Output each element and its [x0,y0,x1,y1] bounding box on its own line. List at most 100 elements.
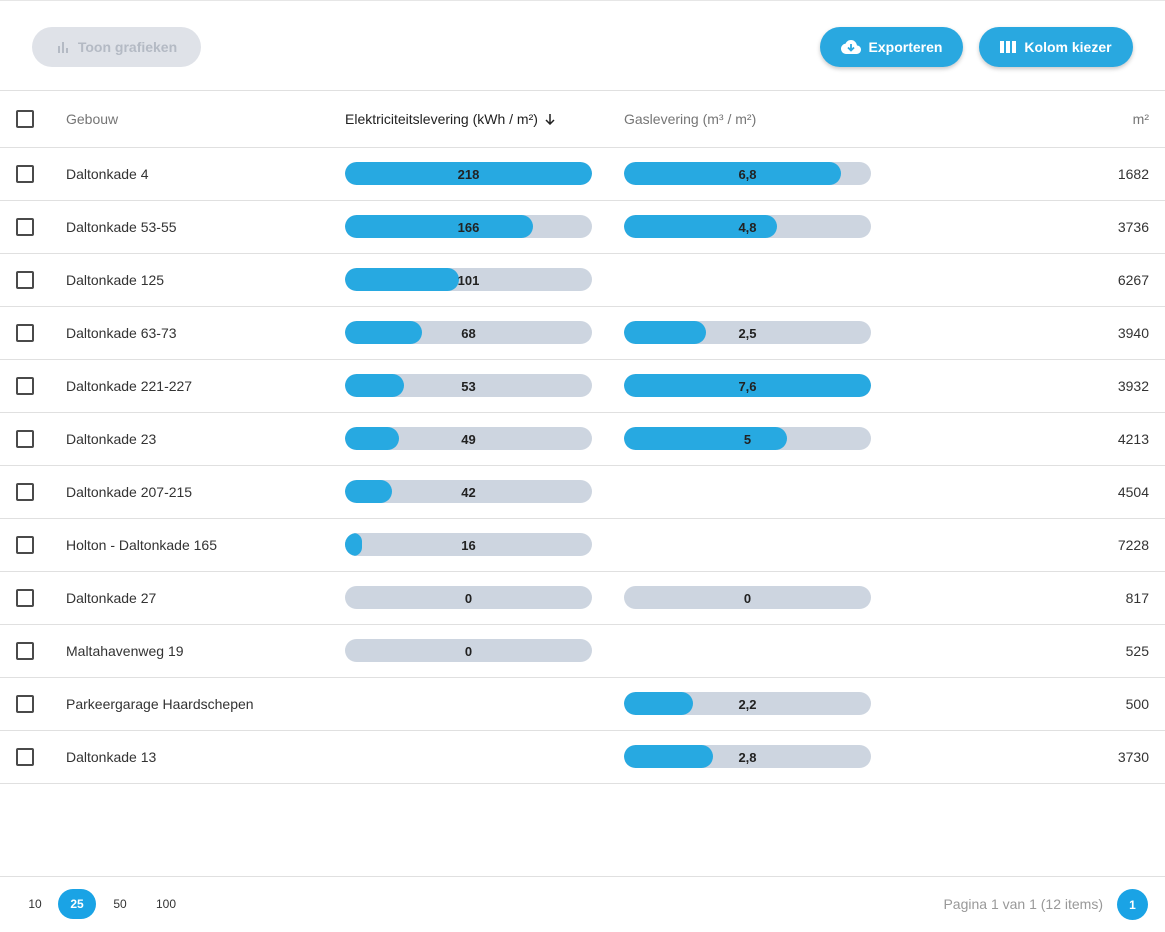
gas-bar: 7,6 [624,374,871,397]
show-charts-label: Toon grafieken [77,39,178,55]
electricity-bar: 16 [345,533,592,556]
column-chooser-button[interactable]: Kolom kiezer [979,27,1133,67]
electricity-bar: 68 [345,321,592,344]
gas-bar-fill [624,215,778,238]
electricity-bar-value: 53 [461,379,476,394]
gas-bar-value: 5 [743,432,752,447]
export-button[interactable]: Exporteren [820,27,963,67]
table-row[interactable]: Daltonkade 221-227 53 7,6 3932 [0,360,1165,413]
electricity-bar-fill [345,268,459,291]
table-row[interactable]: Holton - Daltonkade 165 16 7228 [0,519,1165,572]
column-header-gas[interactable]: Gaslevering (m³ / m²) [624,91,756,147]
gas-bar: 5 [624,427,871,450]
page-number-button[interactable]: 1 [1117,889,1148,920]
electricity-bar: 42 [345,480,592,503]
gas-bar-fill [624,374,871,397]
electricity-bar-value: 49 [461,432,476,447]
table-row[interactable]: Daltonkade 63-73 68 2,5 3940 [0,307,1165,360]
row-checkbox[interactable] [16,324,34,342]
table-row[interactable]: Daltonkade 27 0 0 817 [0,572,1165,625]
column-header-building[interactable]: Gebouw [66,91,118,147]
electricity-bar: 218 [345,162,592,185]
page-size-option[interactable]: 100 [155,897,177,911]
bar-chart-icon [57,42,68,53]
row-checkbox[interactable] [16,589,34,607]
table-header: Gebouw Elektriciteitslevering (kWh / m²)… [0,91,1165,148]
row-checkbox[interactable] [16,483,34,501]
electricity-bar-fill [345,374,405,397]
area-value: 500 [1125,696,1149,712]
table-row[interactable]: Daltonkade 53-55 166 4,8 3736 [0,201,1165,254]
electricity-bar-value: 16 [461,538,476,553]
gas-bar-value: 2,2 [738,697,757,712]
table-row[interactable]: Parkeergarage Haardschepen 2,2 500 [0,678,1165,731]
electricity-bar: 49 [345,427,592,450]
row-checkbox[interactable] [16,536,34,554]
area-value: 7228 [1117,537,1149,553]
area-value: 525 [1125,643,1149,659]
column-chooser-label: Kolom kiezer [1024,39,1112,55]
area-value: 3940 [1117,325,1149,341]
electricity-bar-fill [345,162,592,185]
column-header-area[interactable]: m² [1133,91,1149,147]
building-name: Daltonkade 63-73 [66,325,177,341]
electricity-bar: 0 [345,586,592,609]
sort-descending-icon [545,114,555,125]
electricity-bar-fill [345,480,392,503]
column-header-electricity-label: Elektriciteitslevering (kWh / m²) [345,111,538,127]
building-name: Parkeergarage Haardschepen [66,696,254,712]
row-checkbox[interactable] [16,377,34,395]
row-checkbox[interactable] [16,218,34,236]
building-name: Maltahavenweg 19 [66,643,184,659]
gas-bar-value: 6,8 [738,167,757,182]
row-checkbox[interactable] [16,271,34,289]
gas-bar: 0 [624,586,871,609]
gas-bar: 6,8 [624,162,871,185]
page-size-option[interactable]: 50 [113,897,127,911]
area-value: 6267 [1117,272,1149,288]
row-checkbox[interactable] [16,430,34,448]
column-header-electricity[interactable]: Elektriciteitslevering (kWh / m²) [345,91,556,147]
electricity-bar-fill [345,215,533,238]
gas-bar-value: 7,6 [738,379,757,394]
columns-icon [1000,41,1017,53]
table-row[interactable]: Maltahavenweg 19 0 525 [0,625,1165,678]
row-checkbox[interactable] [16,642,34,660]
electricity-bar-value: 166 [457,220,480,235]
row-checkbox[interactable] [16,165,34,183]
gas-bar-fill [624,692,694,715]
table-row[interactable]: Daltonkade 23 49 5 4213 [0,413,1165,466]
table-row[interactable]: Daltonkade 125 101 6267 [0,254,1165,307]
gas-bar: 2,5 [624,321,871,344]
row-checkbox[interactable] [16,695,34,713]
cloud-download-icon [840,40,861,54]
electricity-bar: 53 [345,374,592,397]
select-all-checkbox[interactable] [16,110,34,128]
building-name: Daltonkade 13 [66,749,157,765]
gas-bar-value: 2,5 [738,326,757,341]
electricity-bar-fill [345,427,400,450]
building-name: Daltonkade 125 [66,272,165,288]
page-size-option[interactable]: 10 [28,897,42,911]
show-charts-button[interactable]: Toon grafieken [32,27,201,67]
page-size-option-active[interactable]: 25 [58,889,96,919]
table-row[interactable]: Daltonkade 207-215 42 4504 [0,466,1165,519]
row-checkbox[interactable] [16,748,34,766]
gas-bar: 4,8 [624,215,871,238]
gas-bar-fill [624,745,713,768]
gas-bar-value: 2,8 [738,750,757,765]
column-header-building-label: Gebouw [66,111,119,127]
gas-bar-fill [624,427,788,450]
electricity-bar-value: 42 [461,485,476,500]
gas-bar-fill [624,162,842,185]
electricity-bar: 166 [345,215,592,238]
electricity-bar-value: 0 [464,591,473,606]
area-value: 4504 [1117,484,1149,500]
electricity-bar-value: 218 [457,167,480,182]
electricity-bar-value: 101 [457,273,480,288]
building-name: Daltonkade 23 [66,431,157,447]
table-row[interactable]: Daltonkade 13 2,8 3730 [0,731,1165,784]
table-row[interactable]: Daltonkade 4 218 6,8 1682 [0,148,1165,201]
electricity-bar-fill [345,321,422,344]
area-value: 1682 [1117,166,1149,182]
